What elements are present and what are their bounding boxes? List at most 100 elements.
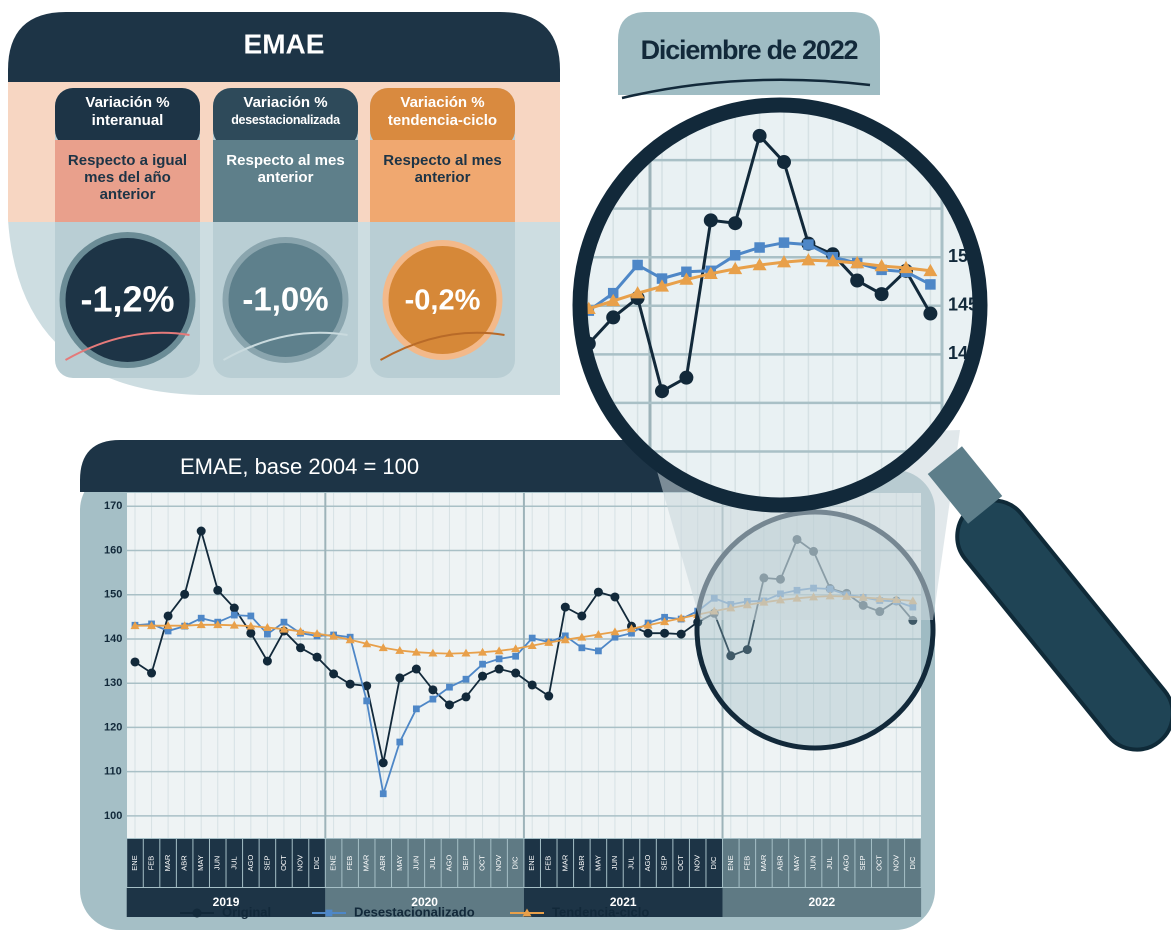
x-tick-label: NOV: [494, 855, 503, 871]
series-line: [580, 117, 932, 505]
month-cell: [590, 839, 607, 887]
point: [262, 622, 272, 631]
point: [329, 669, 339, 679]
x-tick-label: JUL: [825, 856, 834, 869]
card-value: -1,0%: [242, 281, 328, 318]
month-cell: [160, 839, 176, 887]
point: [728, 216, 743, 231]
card-value: -1,2%: [80, 279, 174, 320]
legend-label: Original: [222, 904, 271, 919]
point: [528, 634, 536, 642]
card-desc: [370, 140, 515, 222]
point: [643, 628, 653, 638]
point: [676, 613, 686, 622]
x-tick-label: OCT: [676, 855, 685, 871]
x-tick-label: AGO: [842, 854, 851, 871]
x-tick-label: MAR: [163, 854, 172, 871]
point: [395, 645, 405, 654]
point: [461, 648, 471, 657]
month-cell: [392, 839, 408, 887]
point: [544, 638, 554, 646]
plot-series: [130, 526, 918, 798]
card-value: -0,2%: [405, 285, 481, 317]
summary-panel: EMAE -1,2% -1,0% -0,2%: [8, 12, 560, 395]
point: [279, 624, 289, 633]
x-tick-label: SEP: [262, 855, 271, 870]
point: [923, 306, 938, 321]
card-title: Variación %: [400, 94, 485, 111]
x-tick-label: OCT: [279, 855, 288, 871]
y-tick-label: 145: [948, 295, 978, 315]
y-tick-label: 100: [104, 810, 122, 822]
point: [728, 261, 743, 275]
zoom-tab: [618, 12, 880, 95]
point: [196, 620, 206, 629]
point: [0, 330, 10, 344]
y-tick-label: 150: [104, 589, 122, 601]
x-tick-label: DIC: [312, 856, 321, 870]
point: [21, 331, 35, 343]
point: [462, 675, 470, 683]
point: [197, 614, 205, 622]
point: [726, 651, 736, 661]
x-tick-label: MAR: [759, 854, 768, 871]
month-cell: [739, 839, 756, 887]
month-cell: [689, 839, 706, 887]
point: [21, 367, 35, 381]
x-tick-label: DIC: [709, 856, 718, 870]
point: [681, 266, 692, 278]
x-tick-label: ENE: [130, 855, 139, 870]
x-tick-label: ENE: [329, 855, 338, 870]
year-cell: [722, 888, 922, 917]
month-cell: [673, 839, 689, 887]
point: [511, 668, 521, 678]
point: [428, 648, 438, 657]
point: [754, 242, 765, 253]
point: [544, 691, 554, 701]
point: [429, 695, 437, 703]
point: [630, 286, 645, 299]
month-cell: [822, 839, 838, 887]
x-tick-label: ABR: [378, 855, 387, 871]
x-tick-label: JUN: [610, 856, 619, 871]
point: [180, 621, 190, 630]
point: [559, 301, 570, 312]
x-tick-label: SEP: [660, 855, 669, 870]
decor-arc: [380, 331, 505, 361]
point: [703, 213, 718, 228]
x-tick-label: ENE: [726, 855, 735, 870]
series-line: [580, 258, 931, 388]
month-cell: [309, 839, 325, 887]
x-tick-label: SEP: [461, 855, 470, 870]
month-cell: [209, 839, 226, 887]
point: [777, 255, 791, 268]
point: [338, 422, 352, 436]
x-tick-label: DIC: [511, 856, 520, 870]
x-tick-label: SEP: [858, 855, 867, 870]
month-cell: [756, 839, 772, 887]
point: [180, 589, 190, 599]
point: [313, 413, 327, 427]
x-tick-label: AGO: [444, 854, 453, 871]
legend-marker: [522, 908, 532, 917]
month-cell: [574, 839, 590, 887]
point: [923, 263, 938, 277]
x-tick-label: ABR: [775, 855, 784, 871]
month-cell: [838, 839, 855, 887]
x-tick-label: MAY: [395, 855, 404, 871]
year-cell: [126, 888, 326, 917]
month-cell: [143, 839, 160, 887]
card-head: [370, 88, 515, 148]
x-tick-label: MAY: [792, 855, 801, 871]
point: [578, 644, 586, 652]
point: [378, 758, 388, 768]
point: [196, 526, 206, 536]
point: [643, 620, 653, 629]
point: [345, 635, 355, 644]
card-head: [55, 88, 200, 148]
point: [676, 629, 686, 639]
value-circle: [228, 243, 343, 357]
y-tick-label: 160: [104, 544, 122, 556]
x-tick-label: NOV: [891, 855, 900, 871]
